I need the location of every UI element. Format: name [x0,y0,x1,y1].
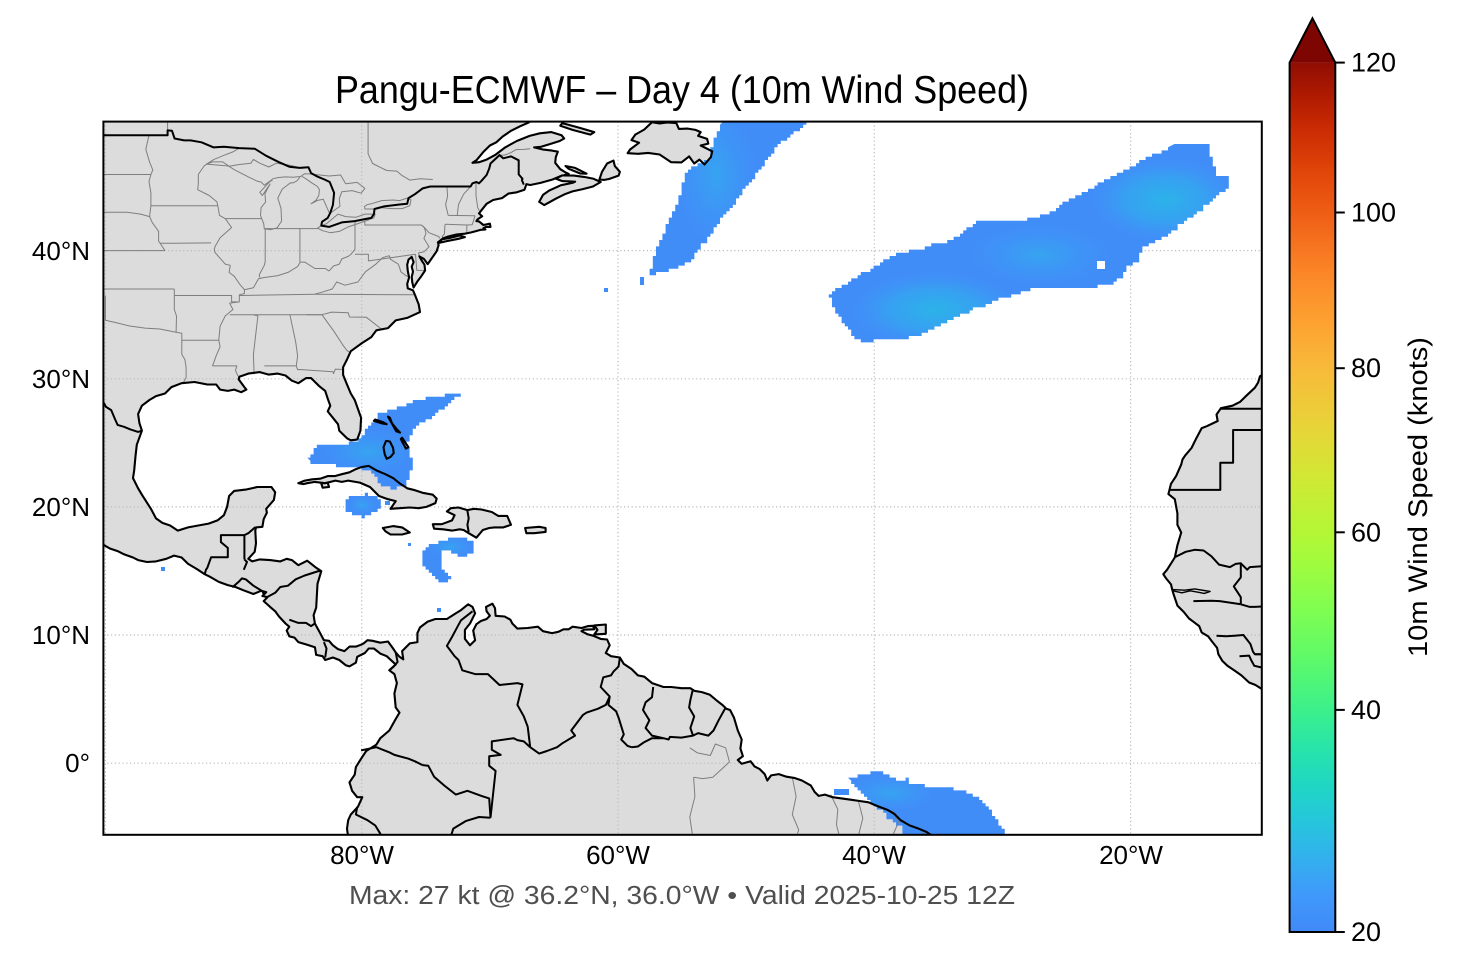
svg-text:80°W: 80°W [330,840,394,870]
svg-text:20: 20 [1351,917,1381,947]
svg-text:30°N: 30°N [32,364,90,394]
svg-text:10°N: 10°N [32,620,90,650]
svg-text:120: 120 [1351,48,1396,78]
svg-text:10m Wind Speed (knots): 10m Wind Speed (knots) [1403,337,1433,657]
svg-text:80: 80 [1351,353,1381,383]
svg-text:Max: 27 kt @ 36.2°N, 36.0°W •: Max: 27 kt @ 36.2°N, 36.0°W • Valid 2025… [349,882,1015,910]
svg-text:40°N: 40°N [32,236,90,266]
svg-text:20°W: 20°W [1099,840,1163,870]
svg-text:40°W: 40°W [842,840,906,870]
svg-text:40: 40 [1351,695,1381,725]
svg-text:60°W: 60°W [586,840,650,870]
svg-text:Pangu-ECMWF – Day 4 (10m Wind: Pangu-ECMWF – Day 4 (10m Wind Speed) [335,69,1029,112]
svg-text:60: 60 [1351,517,1381,547]
svg-text:0°: 0° [65,748,90,778]
svg-text:20°N: 20°N [32,492,90,522]
svg-text:100: 100 [1351,198,1396,228]
